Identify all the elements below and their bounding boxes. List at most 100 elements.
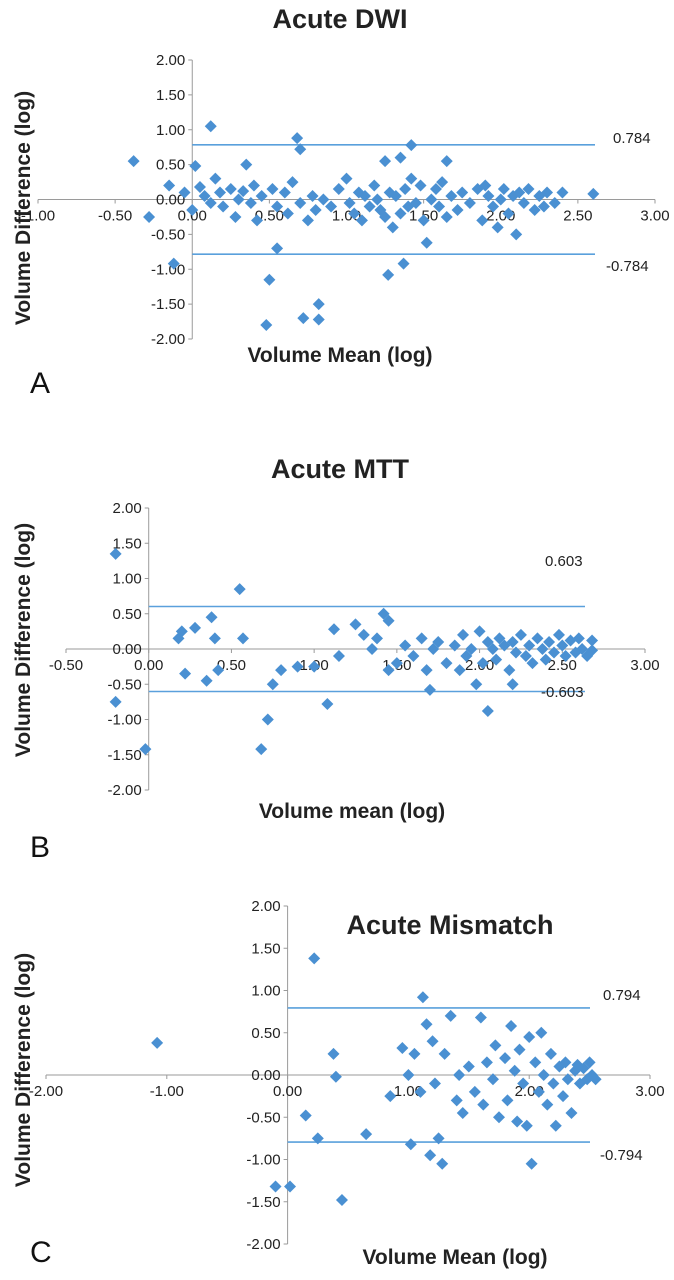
panel-b-data-point (453, 664, 466, 677)
panel-a-data-point (271, 242, 284, 255)
panel-a-data-point (186, 203, 199, 216)
panel-b-data-point (200, 674, 213, 687)
panel-a-data-point (217, 200, 230, 213)
panel-b-data-point (237, 632, 250, 645)
panel-c-lower-limit-label: -0.794 (600, 1147, 643, 1164)
panel-a-points (127, 120, 600, 332)
panel-b-data-point (377, 607, 390, 620)
panel-b-data-point (427, 643, 440, 655)
panel-b-data-point (576, 643, 589, 655)
panel-b-data-point (552, 628, 565, 641)
panel-a-x-tick-label: 2.50 (563, 208, 592, 225)
panel-c-data-point (450, 1094, 463, 1107)
panel-a-data-point (476, 214, 489, 227)
panel-b-x-tick-label: 0.50 (217, 657, 246, 674)
panel-c-data-point (424, 1149, 437, 1162)
panel-a-data-point (127, 155, 140, 168)
panel-b-data-point (523, 639, 536, 652)
panel-b-upper-limit-label: 0.603 (545, 553, 583, 570)
panel-b-y-tick-label: 0.00 (113, 641, 142, 658)
panel-b-data-point (399, 639, 412, 652)
panel-b-data-point (539, 653, 552, 666)
panel-b-data-point (536, 643, 549, 655)
panel-c-data-point (428, 1077, 441, 1090)
panel-b-data-point (266, 678, 279, 691)
panel-a-data-point (397, 257, 410, 270)
panel-c-ylabel: Volume Difference (log) (12, 953, 35, 1187)
panel-b-chart: Acute MTT -0.50 0.00 0.50 1.00 1.50 2.00 2.50 3… (12, 454, 660, 864)
panel-b-x-tick-label: -0.50 (49, 657, 83, 674)
panel-c-data-point (444, 1009, 457, 1022)
panel-b-y-tick-label: 0.50 (113, 606, 142, 623)
panel-a-data-point (251, 214, 264, 227)
panel-a-data-point (502, 207, 515, 220)
panel-a-data-point (271, 200, 284, 213)
panel-a-y-tick-label: 0.50 (156, 157, 185, 174)
panel-c-data-point (420, 1018, 433, 1031)
panel-a-data-point (204, 196, 217, 209)
panel-b-data-point (503, 664, 516, 677)
panel-b-data-point (564, 634, 577, 647)
panel-c-data-point (489, 1039, 502, 1052)
panel-a-data-point (409, 196, 422, 209)
panel-b-xlabel: Volume mean (log) (259, 800, 445, 823)
panel-c-data-point (541, 1098, 554, 1111)
panel-c-data-point (299, 1109, 312, 1122)
panel-a-data-point (348, 207, 361, 220)
panel-a-data-point (451, 203, 464, 216)
panel-c-y-tick-label: 1.50 (251, 940, 280, 957)
panel-c-data-point (513, 1043, 526, 1056)
panel-b-data-point (109, 695, 122, 708)
panel-b-data-point (481, 705, 494, 718)
panel-a-data-point (537, 200, 550, 213)
panel-b-data-point (382, 664, 395, 677)
panel-b-data-point (526, 657, 539, 670)
panel-c-data-point (426, 1035, 439, 1048)
panel-b-data-point (407, 650, 420, 663)
panel-b-y-tick-label: -1.50 (108, 747, 142, 764)
panel-c-data-point (511, 1115, 524, 1128)
panel-b-y-tick-label: 1.00 (113, 571, 142, 588)
panel-a-data-point (433, 200, 446, 213)
panel-b-data-point (139, 743, 152, 756)
panel-a-data-point (306, 190, 319, 203)
panel-b-data-point (559, 650, 572, 663)
panel-b-data-point (481, 635, 494, 648)
panel-b-data-point (473, 625, 486, 638)
panel-c-data-point (327, 1047, 340, 1060)
panel-b-data-point (371, 632, 384, 645)
panel-a-data-point (312, 298, 325, 311)
panel-c-data-point (561, 1073, 574, 1086)
panel-b-data-point (506, 678, 519, 691)
panel-c-y-tick-label: 0.00 (251, 1067, 280, 1084)
panel-a-data-point (379, 155, 392, 168)
panel-b-data-point (255, 743, 268, 756)
panel-b-data-point (460, 650, 473, 663)
panel-b-data-point (205, 611, 218, 624)
panel-c-data-point (559, 1056, 572, 1069)
panel-a-data-point (394, 151, 407, 164)
panel-c-data-point (486, 1073, 499, 1086)
panel-c-data-point (499, 1052, 512, 1065)
panel-a-data-point (286, 176, 299, 189)
panel-a-x-tick-label: -0.50 (98, 208, 132, 225)
panel-a-data-point (440, 155, 453, 168)
panel-c-data-point (583, 1056, 596, 1069)
panel-b-data-point (233, 583, 246, 596)
panel-b-y-tick-label: 1.50 (113, 535, 142, 552)
panel-c-y-tick-label: 1.00 (251, 983, 280, 1000)
panel-c-y-tick-label: -1.00 (246, 1152, 280, 1169)
panel-a-data-point (317, 193, 330, 206)
panel-a-data-point (541, 186, 554, 199)
panel-a-data-point (399, 183, 412, 196)
panel-b-y-tick-label: 2.00 (113, 500, 142, 517)
panel-c-data-point (520, 1119, 533, 1132)
panel-c-data-point (523, 1030, 536, 1043)
panel-c-data-point (529, 1056, 542, 1069)
panel-c-data-point (547, 1077, 560, 1090)
panel-c-data-point (402, 1069, 415, 1081)
panel-a-data-point (204, 120, 217, 133)
panel-a-data-point (240, 158, 253, 171)
panel-a-data-point (301, 214, 314, 227)
